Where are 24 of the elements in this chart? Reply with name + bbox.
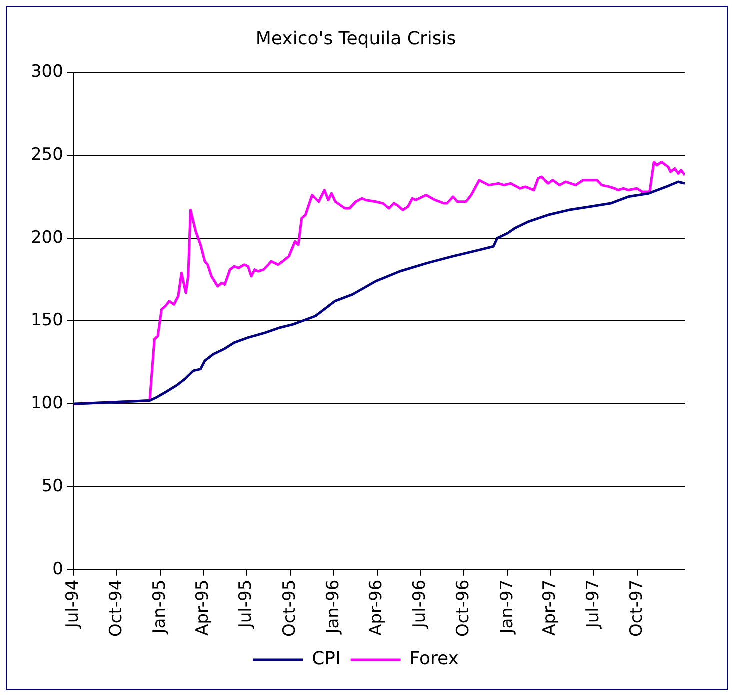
legend-label: Forex xyxy=(410,648,460,670)
chart-title: Mexico's Tequila Crisis xyxy=(256,28,456,50)
x-tick-label: Apr-97 xyxy=(540,580,560,636)
x-tick-label: Jul-96 xyxy=(410,580,430,630)
y-tick-label: 50 xyxy=(42,476,64,496)
y-tick-label: 100 xyxy=(30,394,64,414)
x-tick-label: Oct-96 xyxy=(454,580,474,638)
x-tick-label: Oct-97 xyxy=(626,580,647,638)
y-tick-label: 0 xyxy=(52,559,64,580)
y-tick-label: 250 xyxy=(30,144,64,165)
x-tick-label: Oct-94 xyxy=(106,580,127,638)
y-tick-label: 150 xyxy=(30,310,64,331)
legend-label: CPI xyxy=(312,648,341,670)
y-tick-label: 200 xyxy=(30,228,64,248)
x-tick-label: Jan-95 xyxy=(150,580,170,635)
x-tick-label: Jan-96 xyxy=(324,580,344,635)
y-tick-label: 300 xyxy=(30,62,64,82)
x-tick-label: Jul-94 xyxy=(62,580,83,630)
x-tick-label: Apr-95 xyxy=(192,580,213,636)
x-tick-label: Oct-95 xyxy=(280,580,300,638)
x-tick-label: Jul-97 xyxy=(583,580,604,630)
x-tick-label: Apr-96 xyxy=(366,580,387,636)
x-tick-label: Jul-95 xyxy=(236,580,256,630)
x-tick-label: Jan-97 xyxy=(497,580,518,635)
